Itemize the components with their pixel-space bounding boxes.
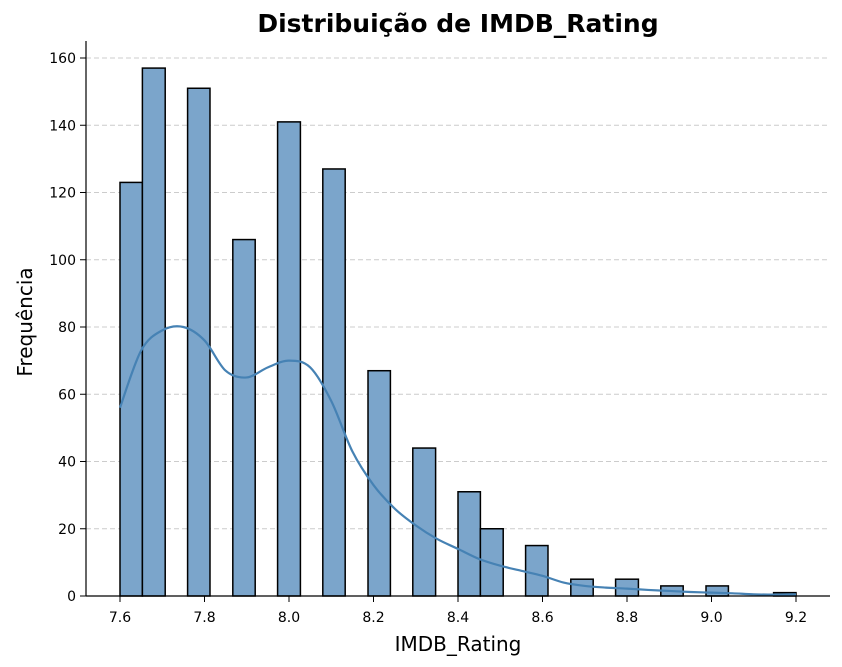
y-tick-label: 100 (49, 253, 76, 269)
histogram-bar (322, 168, 346, 597)
y-tick-label: 140 (49, 118, 76, 134)
histogram-bars (119, 67, 797, 597)
x-tick-label: 8.0 (278, 610, 300, 626)
x-tick-label: 8.8 (616, 610, 638, 626)
x-tick-label: 7.8 (193, 610, 215, 626)
histogram-bar (570, 578, 594, 597)
x-axis-label: IMDB_Rating (395, 632, 522, 656)
y-tick-label: 80 (58, 320, 76, 336)
chart-title: Distribuição de IMDB_Rating (257, 9, 658, 38)
y-tick-label: 40 (58, 455, 76, 471)
x-tick-label: 9.0 (700, 610, 722, 626)
histogram-bar (141, 67, 166, 597)
y-tick-label: 160 (49, 51, 76, 67)
y-tick-label: 20 (58, 522, 76, 538)
y-tick-label: 0 (67, 589, 76, 605)
histogram-bar (232, 238, 256, 597)
histogram-bar (705, 585, 730, 597)
histogram-bar (457, 491, 482, 597)
x-axis-ticks: 7.6 7.8 8.0 8.2 8.4 8.6 8.8 9.0 9.2 (109, 596, 807, 626)
y-axis-ticks: 0 20 40 60 80 100 120 140 160 (49, 51, 86, 605)
y-axis-label: Frequência (13, 267, 37, 376)
kde-density-line (118, 325, 797, 596)
histogram-bar (119, 181, 144, 597)
y-tick-label: 120 (49, 186, 76, 202)
x-tick-label: 9.2 (785, 610, 807, 626)
y-tick-label: 60 (58, 387, 76, 403)
x-tick-label: 8.4 (447, 610, 469, 626)
histogram-bar (412, 447, 437, 597)
histogram-bar (276, 121, 302, 597)
x-tick-label: 8.6 (531, 610, 553, 626)
x-tick-label: 8.2 (362, 610, 384, 626)
x-tick-label: 7.6 (109, 610, 131, 626)
histogram-bar (524, 544, 549, 597)
